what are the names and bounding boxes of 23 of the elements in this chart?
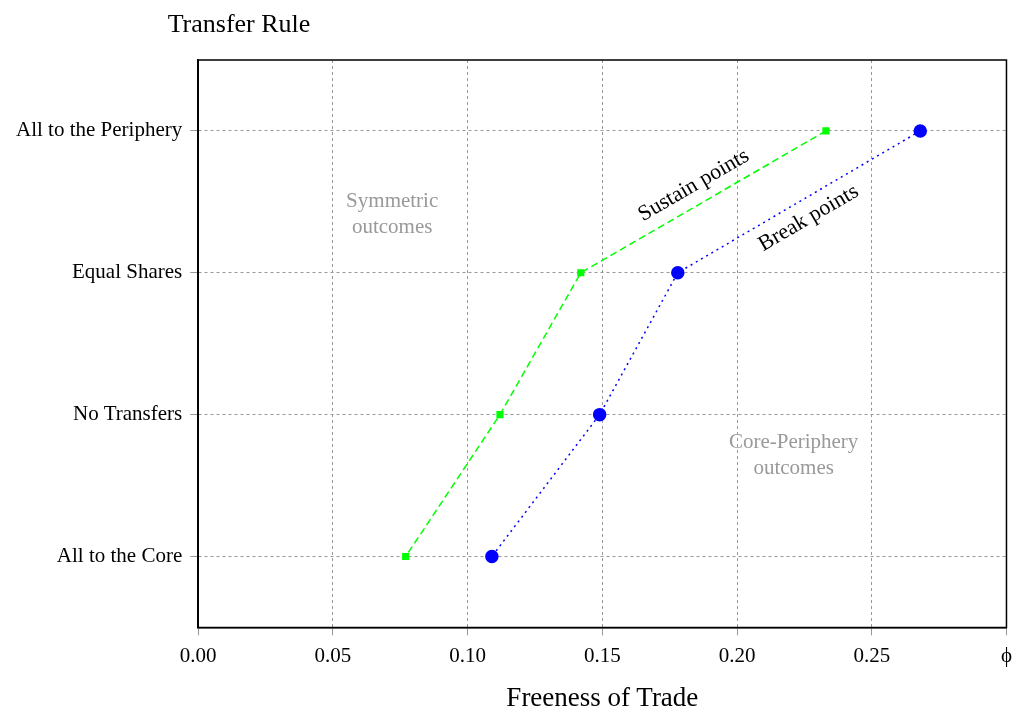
x-tick-label: 0.00	[179, 642, 217, 667]
x-tick-label: ϕ	[1000, 642, 1012, 667]
point	[485, 549, 499, 564]
point	[402, 552, 410, 561]
y-tick-label: All to the Core	[56, 542, 183, 567]
x-tick-label: 0.05	[314, 642, 352, 667]
x-tick-label: 0.25	[853, 642, 891, 667]
point	[822, 127, 830, 135]
x-tick-label: 0.10	[449, 642, 487, 667]
annotation: Symmetric outcomes	[346, 188, 439, 239]
point	[496, 411, 504, 419]
x-tick-label: 0.15	[583, 642, 621, 667]
x-axis-title: Freeness of Trade	[506, 681, 699, 712]
point	[671, 266, 685, 280]
point	[577, 269, 585, 277]
point	[592, 407, 607, 422]
point	[913, 124, 928, 138]
y-tick-label: No Transfers	[73, 401, 183, 426]
y-tick-label: Equal Shares	[71, 259, 183, 284]
y-axis-title: Transfer Rule	[167, 8, 311, 38]
x-tick-label: 0.20	[718, 642, 756, 667]
y-tick-label: All to the Periphery	[16, 117, 183, 142]
annotation: Core-Periphery outcomes	[728, 429, 859, 480]
